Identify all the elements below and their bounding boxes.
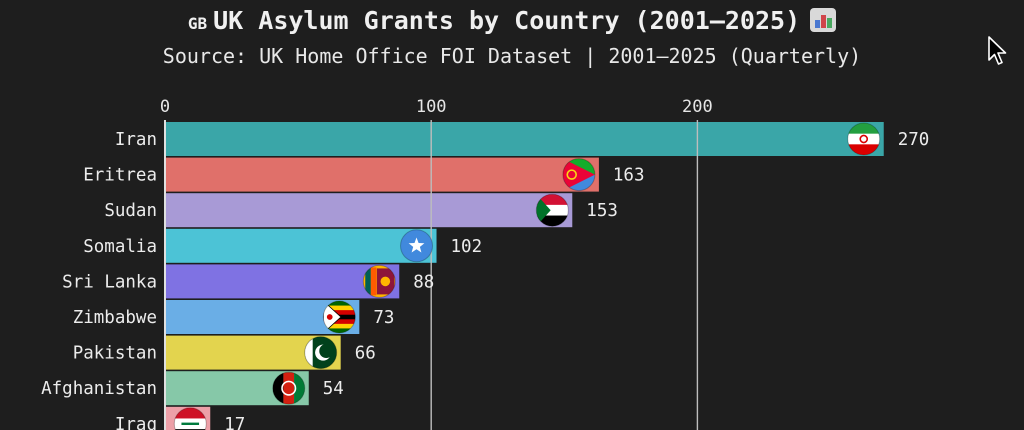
bar-sri-lanka	[165, 264, 400, 299]
category-label-afghanistan: Afghanistan	[41, 379, 157, 399]
eritrea-flag-icon	[562, 158, 596, 192]
x-tick-label: 100	[416, 97, 447, 117]
somalia-flag-icon	[400, 229, 434, 263]
chart-title-text: UK Asylum Grants by Country (2001–2025)	[213, 6, 801, 35]
category-label-eritrea: Eritrea	[83, 166, 157, 186]
pakistan-flag-icon	[304, 336, 338, 370]
zimbabwe-flag-icon	[322, 300, 356, 334]
category-label-sri-lanka: Sri Lanka	[62, 272, 157, 292]
category-label-somalia: Somalia	[83, 237, 157, 257]
bar-eritrea	[165, 157, 599, 192]
bar-somalia	[165, 228, 437, 263]
value-label-iraq: 17	[224, 415, 245, 430]
bar-iran	[165, 122, 884, 156]
value-label-sri-lanka: 88	[413, 272, 434, 292]
iran-flag-icon	[847, 122, 881, 156]
value-label-iran: 270	[898, 130, 930, 150]
x-tick-label: 200	[682, 97, 713, 117]
category-label-pakistan: Pakistan	[73, 344, 157, 364]
value-label-eritrea: 163	[613, 166, 645, 186]
sri-lanka-flag-icon	[362, 264, 396, 298]
value-label-somalia: 102	[451, 237, 483, 257]
bar-sudan	[165, 193, 573, 228]
afghanistan-flag-icon	[272, 371, 306, 405]
category-label-sudan: Sudan	[104, 201, 157, 221]
value-label-pakistan: 66	[355, 344, 376, 364]
value-label-sudan: 153	[586, 201, 618, 221]
chart-title: GB UK Asylum Grants by Country (2001–2025…	[0, 6, 1024, 35]
category-label-iran: Iran	[115, 130, 157, 150]
category-label-iraq: Iraq	[115, 415, 157, 430]
value-label-afghanistan: 54	[323, 379, 344, 399]
sudan-flag-icon	[535, 193, 569, 227]
value-label-zimbabwe: 73	[373, 308, 394, 328]
bar-chart-emoji-icon	[810, 8, 837, 32]
mouse-cursor-icon	[988, 36, 1007, 65]
gb-flag-code: GB	[187, 14, 208, 33]
chart-subtitle: Source: UK Home Office FOI Dataset | 200…	[162, 44, 862, 68]
x-tick-label: 0	[160, 97, 170, 117]
category-label-zimbabwe: Zimbabwe	[73, 308, 157, 328]
